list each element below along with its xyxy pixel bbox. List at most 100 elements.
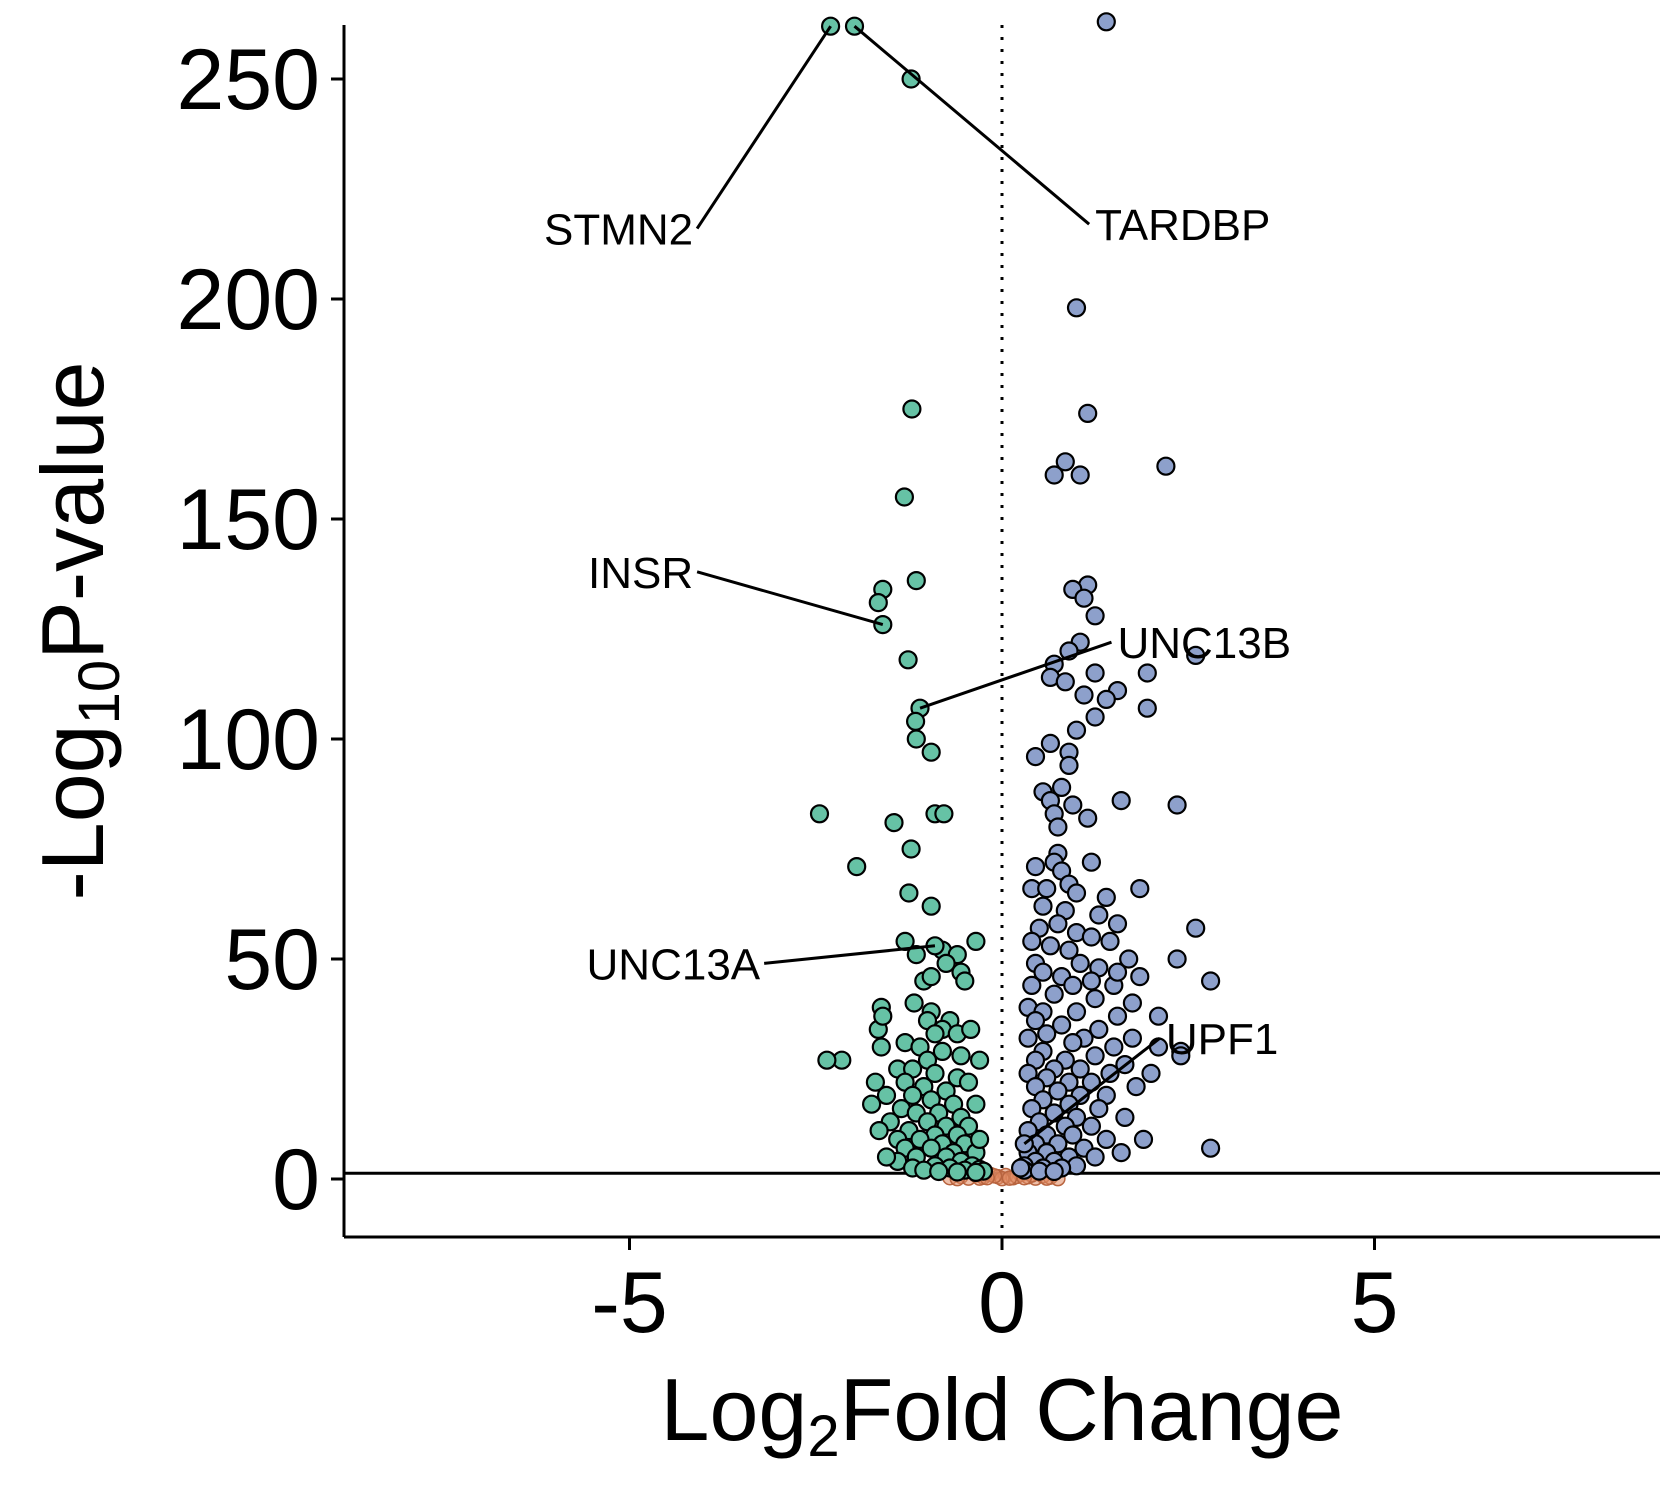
down-regulated-point — [921, 1138, 941, 1158]
up-regulated-point — [1048, 914, 1068, 934]
up-regulated-point — [1107, 914, 1128, 934]
up-regulated-point — [1022, 931, 1042, 952]
down-regulated-point — [901, 69, 921, 89]
down-regulated-point — [871, 1037, 891, 1057]
down-regulated-point — [932, 1041, 953, 1062]
down-regulated-point — [969, 1129, 990, 1150]
up-regulated-point — [1051, 1015, 1072, 1035]
down-regulated-point — [906, 570, 926, 591]
down-regulated-point — [966, 1162, 986, 1183]
down-regulated-point — [951, 1046, 971, 1066]
up-regulated-point — [1111, 790, 1131, 811]
up-regulated-point — [1104, 1037, 1124, 1057]
annotation-leader-line — [853, 25, 1091, 226]
up-regulated-point — [1085, 1147, 1105, 1167]
up-regulated-point — [1100, 1063, 1120, 1084]
x-axis-title: Log2Fold Change — [661, 1360, 1344, 1469]
annotation-leader-line — [1023, 1037, 1161, 1145]
x-tick-label: -5 — [591, 1255, 667, 1351]
annotation-leader-line — [695, 25, 832, 230]
up-regulated-point — [1085, 1046, 1105, 1066]
up-regulated-point — [1107, 1006, 1128, 1026]
data-points — [809, 12, 1221, 1187]
up-regulated-point — [1051, 777, 1072, 798]
up-regulated-point — [1096, 887, 1116, 908]
up-regulated-point — [1130, 966, 1150, 987]
up-regulated-point — [1126, 1076, 1146, 1097]
up-regulated-point — [1096, 689, 1116, 710]
up-regulated-point — [1044, 984, 1064, 1004]
up-regulated-point — [1066, 883, 1087, 903]
reference-lines — [344, 25, 1660, 1237]
up-regulated-point — [1055, 452, 1075, 472]
up-regulated-point — [1081, 971, 1102, 991]
up-regulated-point — [1137, 698, 1157, 718]
down-regulated-point — [966, 1094, 986, 1114]
up-regulated-point — [1089, 1019, 1109, 1040]
up-regulated-point — [1171, 1046, 1191, 1066]
up-regulated-point — [1063, 1032, 1083, 1053]
y-tick-label: 250 — [177, 32, 321, 128]
up-regulated-point — [1119, 949, 1139, 969]
up-regulated-point — [1156, 456, 1176, 476]
up-regulated-point — [1078, 808, 1098, 828]
down-regulated-point — [936, 953, 956, 974]
down-regulated-point — [847, 856, 867, 877]
up-regulated-point — [1100, 931, 1120, 952]
down-regulated-point — [898, 650, 918, 670]
up-regulated-point — [1137, 663, 1157, 683]
gene-label-unc13b: UNC13B — [1117, 619, 1291, 668]
up-regulated-point — [1111, 1142, 1131, 1163]
gene-annotations: STMN2 TARDBP INSR UNC13B UNC13A UPF1 — [544, 25, 1291, 1145]
up-regulated-point — [1085, 988, 1105, 1009]
down-regulated-point — [884, 812, 904, 833]
down-regulated-point — [961, 1019, 981, 1040]
up-regulated-point — [1022, 975, 1042, 996]
gene-label-unc13a: UNC13A — [587, 940, 761, 989]
up-regulated-point — [1167, 795, 1187, 815]
up-regulated-point — [1081, 927, 1102, 947]
up-regulated-point — [1078, 403, 1098, 423]
y-tick-label: 200 — [177, 252, 321, 348]
up-regulated-point — [1074, 685, 1094, 705]
down-regulated-point — [817, 1050, 837, 1070]
down-regulated-point — [894, 487, 915, 507]
up-regulated-point — [1200, 971, 1221, 991]
up-regulated-point — [1167, 949, 1187, 969]
y-tick-label: 0 — [272, 1132, 320, 1228]
up-regulated-point — [1070, 465, 1090, 485]
up-regulated-point — [1066, 298, 1087, 318]
up-regulated-point — [1096, 1129, 1116, 1150]
down-regulated-point — [955, 971, 975, 991]
up-regulated-point — [1070, 1059, 1090, 1079]
down-regulated-point — [865, 1072, 886, 1092]
y-axis-title: -Log10P-value — [23, 361, 132, 900]
y-axis-title-pre: -Log — [23, 724, 122, 900]
up-regulated-point — [1063, 975, 1083, 996]
up-regulated-point — [1063, 795, 1083, 815]
up-regulated-point — [1122, 1028, 1143, 1048]
down-regulated-point — [934, 804, 954, 824]
x-axis-title-sub: 2 — [807, 1404, 839, 1469]
y-axis-title-post: P-value — [23, 361, 122, 659]
y-axis-ticks: 0 50 100 150 200 250 — [177, 32, 344, 1228]
up-regulated-point — [1055, 672, 1075, 692]
gene-label-upf1: UPF1 — [1166, 1015, 1278, 1064]
annotation-leader-line — [763, 944, 936, 965]
annotation-leader-line — [919, 640, 1112, 710]
up-regulated-point — [1096, 12, 1116, 32]
down-regulated-point — [905, 711, 926, 732]
gene-label-stmn2: STMN2 — [544, 206, 693, 255]
up-regulated-point — [1059, 755, 1079, 776]
up-regulated-point — [1066, 1002, 1087, 1022]
up-regulated-point — [1025, 856, 1046, 877]
up-regulated-point — [1048, 817, 1068, 837]
down-regulated-point — [966, 931, 986, 952]
up-regulated-point — [1037, 878, 1057, 899]
down-regulated-point — [868, 592, 888, 613]
up-regulated-point — [1033, 962, 1053, 982]
up-regulated-point — [1130, 878, 1150, 899]
x-axis-ticks: -5 0 5 — [591, 1237, 1398, 1351]
down-regulated-point — [899, 883, 919, 903]
